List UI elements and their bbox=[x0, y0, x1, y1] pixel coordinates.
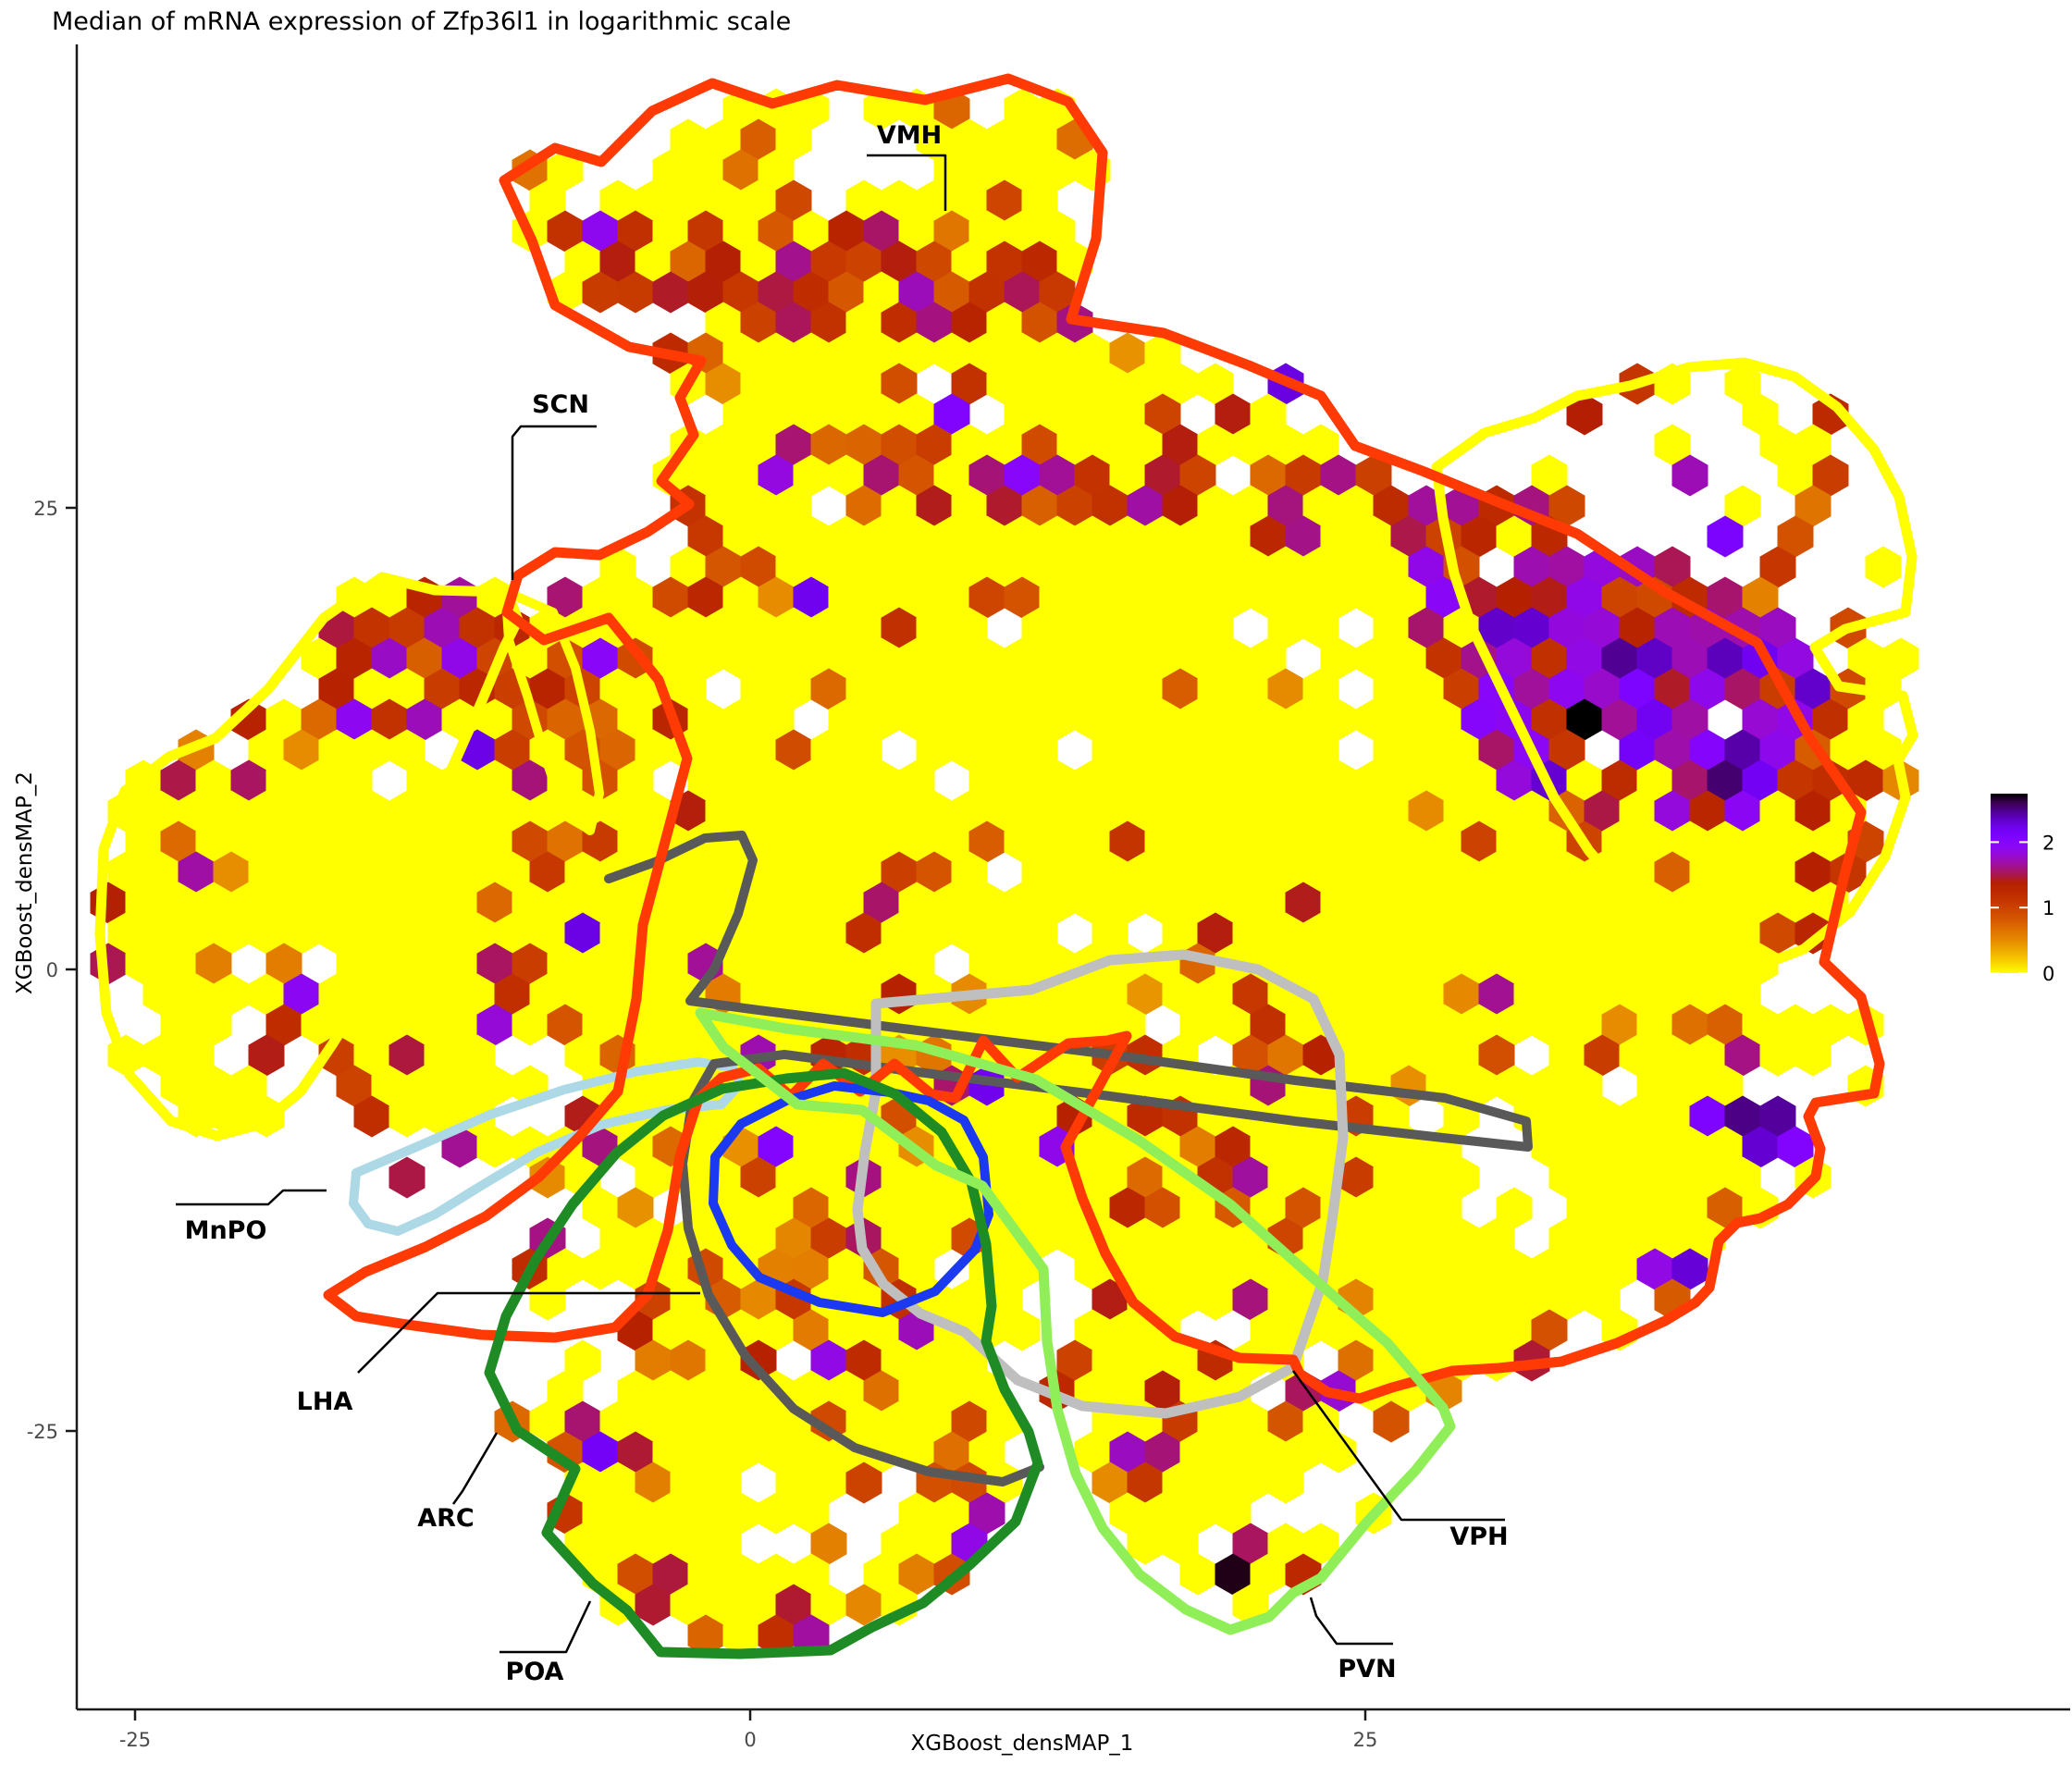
region-outline-arc bbox=[709, 1081, 993, 1317]
colorbar-tick-label: 0 bbox=[2042, 963, 2054, 985]
hex-bin bbox=[1671, 454, 1708, 497]
legend-colorbar: 0 1 2 bbox=[1991, 794, 2054, 985]
y-tick-label: -25 bbox=[27, 1421, 58, 1443]
y-tick-label: 0 bbox=[46, 959, 58, 981]
hex-bin bbox=[1794, 1034, 1832, 1077]
region-outline-left-lobe bbox=[94, 572, 524, 1141]
region-label-arc: ARC bbox=[417, 1504, 475, 1533]
leader-lha bbox=[357, 1291, 700, 1374]
region-outlines bbox=[94, 73, 1918, 1659]
hex-bin bbox=[1865, 546, 1902, 588]
hex-bin bbox=[1707, 515, 1744, 558]
colorbar-tick-label: 1 bbox=[2042, 897, 2054, 919]
hex-bin bbox=[1004, 1309, 1041, 1351]
region-label-mnpo: MnPO bbox=[185, 1216, 267, 1245]
x-tick-label: -25 bbox=[119, 1729, 151, 1751]
hex-bin bbox=[529, 1278, 566, 1321]
x-axis-title: XGBoost_densMAP_1 bbox=[910, 1732, 1134, 1756]
y-tick-label: 25 bbox=[33, 498, 58, 520]
region-label-lha: LHA bbox=[297, 1388, 353, 1416]
y-axis-title: XGBoost_densMAP_2 bbox=[13, 771, 37, 994]
x-tick-label: 25 bbox=[1353, 1729, 1378, 1751]
leader-vph bbox=[1291, 1370, 1505, 1522]
hex-bin bbox=[1373, 1400, 1410, 1443]
region-label-scn: SCN bbox=[532, 390, 589, 419]
region-outline-poa bbox=[484, 1067, 1043, 1659]
hex-bin bbox=[1320, 1431, 1357, 1474]
region-outline-scn bbox=[502, 589, 604, 835]
region-outline-right-lobe bbox=[1431, 357, 1918, 981]
region-label-vmh: VMH bbox=[877, 121, 942, 150]
region-outline-vph bbox=[852, 949, 1349, 1419]
leader-poa bbox=[500, 1600, 592, 1654]
x-tick-label: 0 bbox=[744, 1729, 756, 1751]
leader-vmh bbox=[867, 154, 947, 211]
region-outline-vmh bbox=[323, 73, 1885, 1404]
leader-pvn bbox=[1309, 1597, 1393, 1646]
region-label-pvn: PVN bbox=[1338, 1655, 1396, 1684]
hexbin-layer bbox=[90, 88, 1919, 1657]
leader-scn bbox=[511, 425, 597, 580]
chart-title: Median of mRNA expression of Zfp36l1 in … bbox=[52, 7, 792, 36]
hex-bin bbox=[845, 1462, 882, 1504]
leader-mnpo bbox=[176, 1189, 327, 1206]
region-label-vph: VPH bbox=[1449, 1523, 1508, 1551]
region-outline-lha bbox=[604, 831, 1533, 1486]
leader-arc bbox=[451, 1432, 499, 1505]
axes: -25 0 25 25 0 -25 bbox=[27, 44, 2070, 1751]
colorbar-tick-label: 2 bbox=[2042, 832, 2054, 854]
hex-bin bbox=[388, 1156, 426, 1199]
region-outline-pvn bbox=[695, 1007, 1456, 1635]
region-label-poa: POA bbox=[506, 1658, 564, 1686]
region-labels: SCN MnPO LHA VPH VMH ARC POA PVN bbox=[176, 121, 1509, 1686]
hex-bin bbox=[1267, 1462, 1304, 1504]
colorbar bbox=[1991, 794, 2028, 973]
